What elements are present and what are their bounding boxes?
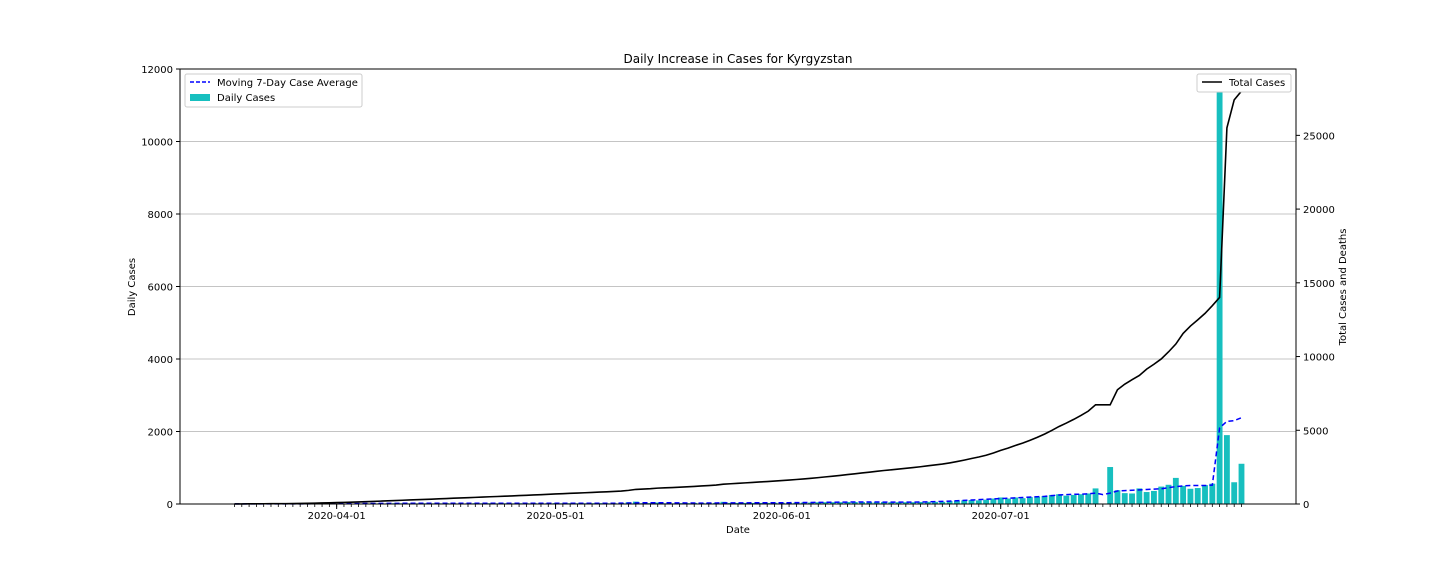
x-axis-label: Date bbox=[726, 525, 750, 536]
daily-bar bbox=[1231, 482, 1238, 504]
daily-bar bbox=[917, 501, 924, 504]
daily-bar bbox=[1165, 484, 1172, 504]
daily-bar bbox=[749, 502, 756, 504]
daily-bar bbox=[910, 502, 917, 504]
daily-cases-bars bbox=[231, 87, 1245, 504]
daily-bar bbox=[1056, 494, 1062, 504]
daily-bar bbox=[866, 502, 873, 504]
daily-bar bbox=[1041, 496, 1048, 504]
daily-bar bbox=[1194, 488, 1201, 504]
daily-bar bbox=[844, 501, 851, 504]
x-tick-label: 2020-05-01 bbox=[527, 511, 585, 522]
daily-bar bbox=[1063, 495, 1070, 504]
daily-bar bbox=[1223, 435, 1230, 504]
gridlines bbox=[180, 141, 1296, 432]
x-tick-label: 2020-04-01 bbox=[308, 511, 366, 522]
daily-bar bbox=[1048, 494, 1055, 504]
chart-title: Daily Increase in Cases for Kyrgyzstan bbox=[623, 52, 852, 66]
y-left-tick-label: 8000 bbox=[148, 210, 173, 221]
y-axis-right-label: Total Cases and Deaths bbox=[1338, 229, 1349, 347]
y-right-tick-label: 20000 bbox=[1303, 205, 1335, 216]
y-axis-left-label: Daily Cases bbox=[127, 258, 138, 316]
legend-avg-label: Moving 7-Day Case Average bbox=[217, 78, 358, 89]
daily-bar bbox=[1202, 485, 1208, 504]
y-right-tick-label: 0 bbox=[1303, 500, 1309, 511]
daily-bar bbox=[654, 502, 661, 504]
y-left-tick-label: 12000 bbox=[141, 65, 173, 76]
daily-bar bbox=[888, 502, 895, 504]
daily-bar bbox=[837, 502, 844, 504]
x-axis: 2020-04-01 2020-05-01 2020-06-01 2020-07-01 bbox=[234, 504, 1242, 522]
legend-daily-swatch bbox=[190, 94, 210, 101]
daily-bar bbox=[961, 500, 968, 504]
daily-bar bbox=[1012, 497, 1019, 504]
x-tick-label: 2020-06-01 bbox=[753, 511, 811, 522]
daily-bar bbox=[756, 502, 763, 504]
daily-bar bbox=[895, 502, 902, 504]
y-left-tick-label: 0 bbox=[167, 500, 173, 511]
y-left-tick-label: 4000 bbox=[148, 355, 173, 366]
daily-bar bbox=[924, 501, 931, 504]
legend-total-label: Total Cases bbox=[1228, 78, 1285, 89]
y-left-tick-label: 10000 bbox=[141, 138, 173, 149]
daily-bar bbox=[1085, 493, 1092, 504]
y-right-tick-label: 15000 bbox=[1303, 279, 1335, 290]
daily-bar bbox=[1034, 496, 1041, 504]
series-lines bbox=[234, 74, 1250, 505]
daily-bar bbox=[1151, 490, 1157, 504]
y-left-tick-label: 2000 bbox=[148, 428, 173, 439]
daily-bar bbox=[1129, 493, 1135, 504]
daily-bar bbox=[983, 499, 990, 504]
daily-bar bbox=[808, 502, 814, 504]
daily-bar bbox=[1136, 488, 1143, 504]
daily-bar bbox=[1143, 492, 1150, 504]
daily-bar bbox=[742, 502, 749, 504]
daily-bar bbox=[1172, 477, 1179, 504]
daily-bar bbox=[990, 498, 997, 504]
daily-bar bbox=[1158, 486, 1165, 504]
daily-bar bbox=[735, 502, 741, 504]
daily-bar bbox=[1092, 488, 1099, 504]
daily-bar bbox=[939, 501, 946, 504]
daily-bar bbox=[953, 500, 960, 504]
legend-right: Total Cases bbox=[1196, 73, 1292, 93]
x-tick-label: 2020-07-01 bbox=[972, 511, 1030, 522]
daily-bar bbox=[1019, 498, 1026, 504]
y-axis-left: 0 2000 4000 6000 8000 10000 12000 bbox=[141, 65, 180, 511]
daily-bar bbox=[1114, 490, 1121, 504]
daily-bar bbox=[1238, 463, 1245, 504]
legend-daily-label: Daily Cases bbox=[217, 93, 275, 104]
daily-bar bbox=[1187, 488, 1194, 504]
daily-bar bbox=[873, 501, 880, 504]
daily-bar bbox=[997, 497, 1004, 504]
daily-bar bbox=[815, 502, 822, 504]
daily-bar bbox=[851, 502, 858, 504]
daily-bar bbox=[1070, 494, 1077, 504]
daily-bar bbox=[1107, 467, 1114, 504]
total-cases-line bbox=[234, 74, 1250, 505]
y-axis-right: 0 5000 10000 15000 20000 25000 bbox=[1296, 131, 1335, 511]
moving-average-line bbox=[234, 417, 1242, 505]
daily-bar bbox=[1209, 483, 1216, 504]
daily-bar bbox=[1078, 494, 1084, 504]
daily-bar bbox=[1005, 498, 1011, 504]
daily-bar bbox=[859, 502, 865, 504]
daily-bar bbox=[1026, 497, 1033, 504]
y-right-tick-label: 5000 bbox=[1303, 426, 1328, 437]
daily-bar bbox=[975, 500, 982, 504]
daily-bar bbox=[902, 502, 909, 504]
daily-bar bbox=[1121, 493, 1128, 504]
legend-left: Moving 7-Day Case Average Daily Cases bbox=[184, 73, 363, 108]
daily-bar bbox=[881, 501, 887, 504]
daily-bar bbox=[946, 501, 953, 504]
daily-bar bbox=[829, 502, 836, 504]
y-left-tick-label: 6000 bbox=[148, 283, 173, 294]
daily-bar bbox=[822, 502, 829, 504]
daily-bar bbox=[968, 500, 975, 504]
daily-bar bbox=[1180, 485, 1187, 504]
y-right-tick-label: 10000 bbox=[1303, 353, 1335, 364]
daily-bar bbox=[932, 501, 938, 504]
y-right-tick-label: 25000 bbox=[1303, 131, 1335, 142]
